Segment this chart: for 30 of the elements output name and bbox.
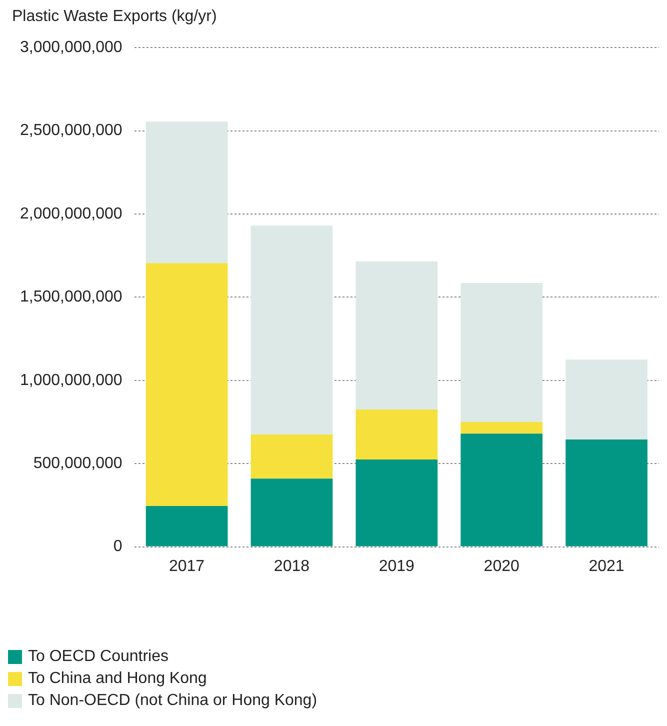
y-tick-label: 3,000,000,000 [20, 39, 122, 56]
x-tick-label: 2021 [588, 558, 624, 575]
y-tick-label: 2,500,000,000 [20, 122, 122, 140]
y-tick-label: 2,000,000,000 [20, 205, 122, 222]
bar [250, 478, 333, 546]
bar [356, 410, 438, 460]
bar [460, 422, 543, 434]
bar [566, 360, 648, 440]
bar [356, 261, 438, 410]
y-tick-label: 0 [113, 538, 122, 556]
legend-label: To Non-OECD (not China or Hong Kong) [28, 691, 318, 711]
bar [250, 226, 333, 434]
bar [566, 439, 648, 546]
y-tick-label: 1,000,000,000 [20, 372, 122, 389]
x-tick-label: 2020 [484, 558, 520, 575]
bar [356, 459, 438, 546]
bar [146, 506, 228, 546]
legend-label: To OECD Countries [28, 647, 168, 667]
x-tick-label: 2018 [274, 558, 310, 575]
y-axis-title: Plastic Waste Exports (kg/yr) [12, 8, 218, 26]
bar [146, 122, 228, 264]
y-tick-label: 500,000,000 [33, 455, 122, 472]
bar [460, 283, 543, 422]
bar [250, 434, 333, 479]
x-tick-label: 2017 [168, 558, 205, 575]
bar [460, 434, 543, 546]
x-tick-label: 2019 [378, 558, 415, 575]
legend-label: To China and Hong Kong [28, 669, 207, 689]
y-tick-label: 1,500,000,000 [20, 288, 122, 306]
bar [146, 263, 228, 506]
